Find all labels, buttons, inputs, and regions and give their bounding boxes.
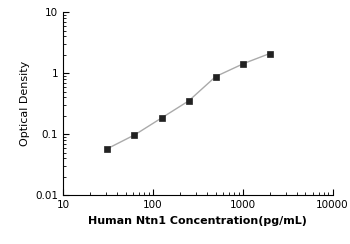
X-axis label: Human Ntn1 Concentration(pg/mL): Human Ntn1 Concentration(pg/mL) xyxy=(88,216,307,226)
Y-axis label: Optical Density: Optical Density xyxy=(20,61,30,146)
